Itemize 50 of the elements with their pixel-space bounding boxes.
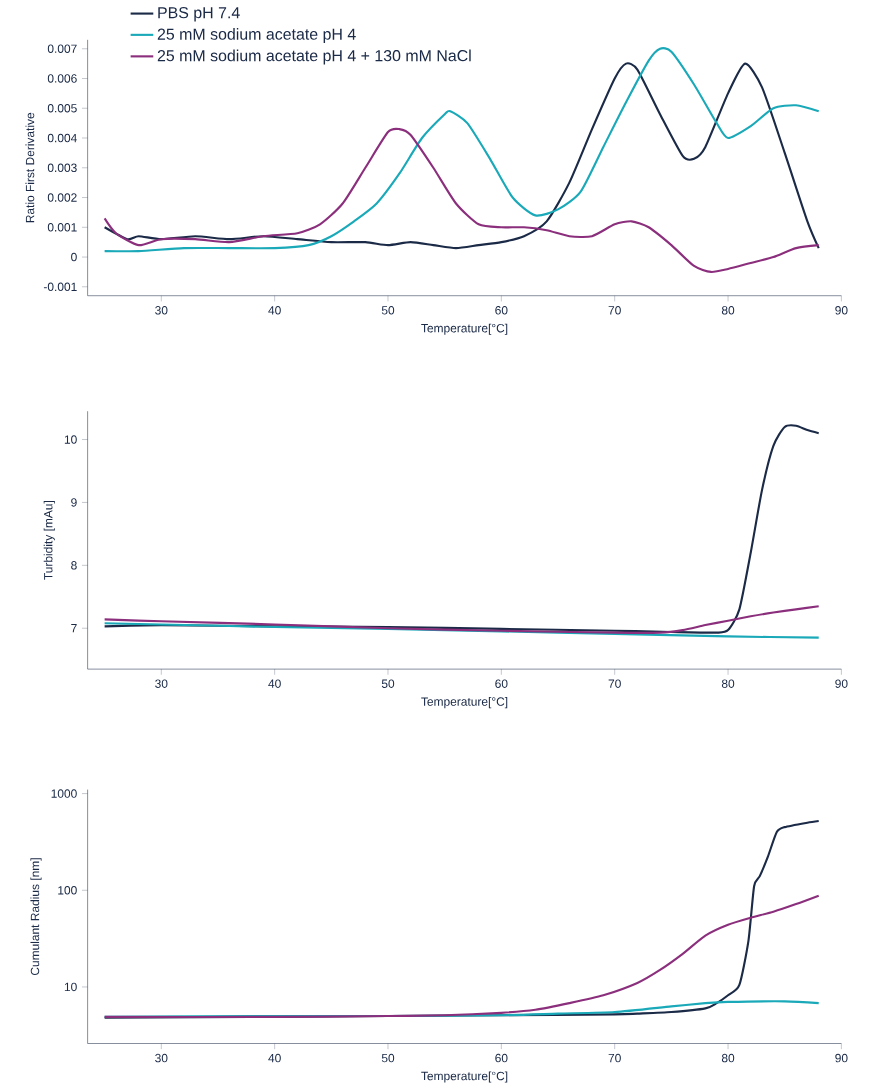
x-tick-label: 60 [495, 306, 508, 315]
legend-label: 25 mM sodium acetate pH 4 [157, 28, 356, 43]
x-tick-label: 30 [155, 679, 168, 688]
y-axis-title: Turbidity [mAu] [43, 501, 55, 580]
y-tick-label: 0 [70, 252, 77, 262]
x-tick-label: 70 [608, 679, 621, 688]
line-series [103, 622, 820, 639]
y-tick-label: 0.004 [47, 133, 77, 143]
x-tick-label: 90 [835, 306, 848, 315]
y-axis-title: Cumulant Radius [nm] [30, 858, 42, 976]
x-axis-title: Temperature[°C] [421, 1071, 508, 1083]
y-tick-label: 9 [71, 498, 77, 507]
y-tick-label: -0.001 [43, 282, 77, 292]
legend-label: PBS pH 7.4 [158, 7, 240, 22]
x-tick-label: 50 [381, 679, 395, 688]
x-axis-title: Temperature[°C] [421, 697, 508, 709]
y-tick-label: 10 [64, 982, 77, 992]
x-tick-label: 90 [835, 1053, 848, 1063]
y-axis-title: Ratio First Derivative [25, 112, 35, 223]
x-tick-label: 80 [721, 679, 735, 688]
y-tick-label: 0.003 [47, 163, 77, 173]
x-tick-label: 30 [155, 1053, 168, 1063]
y-tick-label: 0.006 [47, 74, 77, 83]
x-tick-label: 30 [155, 306, 168, 315]
line-series [103, 605, 820, 634]
y-tick-label: 10 [64, 435, 77, 444]
line-series [103, 894, 820, 1018]
x-tick-label: 90 [835, 679, 848, 688]
y-tick-label: 7 [71, 624, 77, 633]
x-tick-label: 80 [721, 1053, 735, 1063]
y-tick-label: 100 [58, 886, 77, 895]
x-tick-label: 70 [608, 306, 621, 315]
x-tick-label: 50 [381, 306, 395, 315]
y-tick-label: 8 [71, 561, 77, 570]
x-tick-label: 60 [495, 1053, 508, 1063]
x-tick-label: 60 [495, 679, 508, 688]
x-tick-label: 40 [268, 1053, 281, 1063]
y-tick-label: 1000 [51, 789, 77, 798]
y-tick-label: 0.002 [47, 193, 77, 202]
x-tick-label: 50 [381, 1053, 395, 1063]
y-tick-label: 0.001 [47, 223, 77, 232]
x-axis-title: Temperature[°C] [421, 323, 508, 335]
y-tick-label: 0.005 [47, 104, 77, 113]
x-tick-label: 40 [268, 306, 281, 315]
legend-label: 25 mM sodium acetate pH 4 + 130 mM NaCl [157, 49, 471, 65]
x-tick-label: 70 [608, 1053, 621, 1063]
line-series [103, 128, 820, 273]
x-tick-label: 40 [268, 679, 281, 688]
x-tick-label: 80 [721, 306, 735, 315]
y-tick-label: 0.007 [47, 44, 77, 53]
